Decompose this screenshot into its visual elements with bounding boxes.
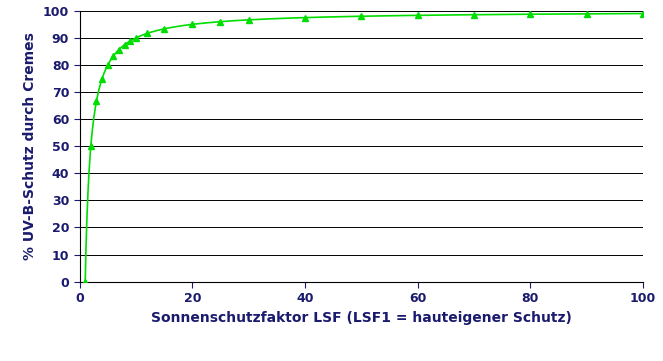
X-axis label: Sonnenschutzfaktor LSF (LSF1 = hauteigener Schutz): Sonnenschutzfaktor LSF (LSF1 = hauteigen… (151, 310, 572, 325)
Y-axis label: % UV-B-Schutz durch Cremes: % UV-B-Schutz durch Cremes (23, 32, 37, 260)
